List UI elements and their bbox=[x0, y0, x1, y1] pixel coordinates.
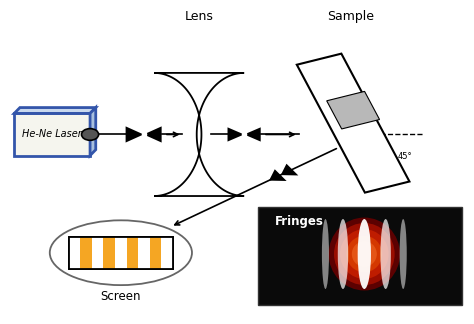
Polygon shape bbox=[244, 127, 261, 142]
Polygon shape bbox=[228, 127, 244, 142]
FancyBboxPatch shape bbox=[14, 113, 90, 156]
Polygon shape bbox=[281, 164, 298, 176]
Text: 45°: 45° bbox=[398, 152, 412, 161]
Polygon shape bbox=[14, 108, 96, 113]
Text: Fringes: Fringes bbox=[275, 215, 324, 228]
Polygon shape bbox=[154, 73, 244, 196]
Ellipse shape bbox=[400, 219, 407, 289]
Polygon shape bbox=[144, 126, 162, 143]
Bar bbox=[103, 237, 115, 269]
Circle shape bbox=[82, 129, 99, 140]
Ellipse shape bbox=[328, 218, 400, 291]
Bar bbox=[162, 237, 173, 269]
Polygon shape bbox=[327, 91, 380, 129]
Polygon shape bbox=[269, 169, 287, 181]
Bar bbox=[150, 237, 162, 269]
Ellipse shape bbox=[338, 219, 348, 289]
Bar bbox=[92, 237, 103, 269]
Text: Screen: Screen bbox=[100, 290, 141, 303]
Bar bbox=[258, 207, 462, 305]
Polygon shape bbox=[126, 126, 144, 143]
Bar bbox=[115, 237, 127, 269]
Ellipse shape bbox=[346, 236, 382, 272]
Ellipse shape bbox=[334, 223, 395, 285]
Ellipse shape bbox=[381, 219, 391, 289]
Ellipse shape bbox=[50, 220, 192, 285]
Text: Sample: Sample bbox=[327, 10, 374, 23]
Ellipse shape bbox=[322, 219, 329, 289]
Text: He-Ne Laser: He-Ne Laser bbox=[22, 130, 82, 139]
Bar bbox=[127, 237, 138, 269]
Ellipse shape bbox=[352, 241, 377, 267]
Ellipse shape bbox=[358, 219, 371, 289]
Bar bbox=[69, 237, 80, 269]
Bar bbox=[69, 237, 173, 269]
Polygon shape bbox=[297, 54, 410, 192]
Text: Lens: Lens bbox=[185, 10, 213, 23]
Bar bbox=[69, 237, 173, 269]
Polygon shape bbox=[90, 108, 96, 156]
Bar bbox=[80, 237, 92, 269]
Bar bbox=[138, 237, 150, 269]
Ellipse shape bbox=[340, 229, 389, 279]
